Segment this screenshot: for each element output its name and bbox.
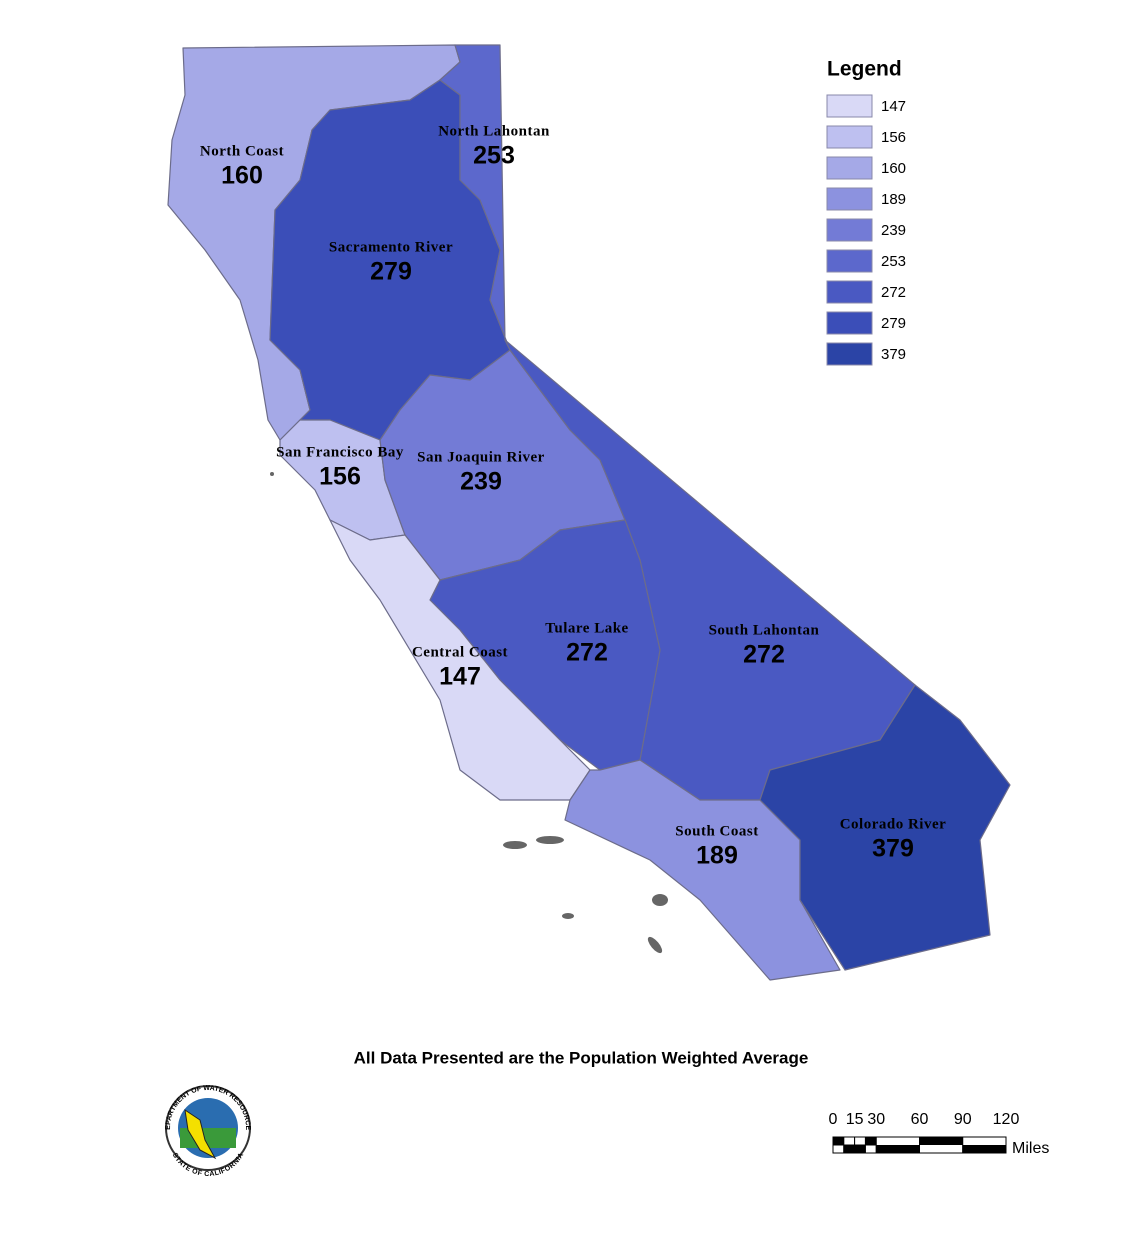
scale-segment: [876, 1145, 920, 1153]
scale-segment: [843, 1136, 856, 1146]
legend-label: 160: [881, 160, 906, 177]
legend-swatch: [826, 218, 873, 242]
region-name: San Francisco Bay: [276, 444, 404, 460]
region-value: 279: [370, 258, 412, 286]
scale-segment: [864, 1136, 877, 1146]
region: [759, 684, 1011, 971]
region-value: 253: [473, 142, 515, 170]
region-value: 160: [221, 162, 263, 190]
legend-label: 379: [881, 346, 906, 363]
legend-swatch: [826, 94, 873, 118]
legend-label: 147: [881, 98, 906, 115]
scale-tick-label: 30: [867, 1111, 885, 1128]
region-name: North Lahontan: [438, 123, 550, 139]
region-name: South Lahontan: [709, 622, 820, 638]
legend-swatch: [826, 342, 873, 366]
region-name: San Joaquin River: [417, 449, 545, 465]
region-value: 156: [319, 463, 361, 491]
legend-swatch: [826, 187, 873, 211]
scale-tick-label: 90: [954, 1111, 972, 1128]
region: [439, 44, 511, 351]
scale-segment: [854, 1136, 866, 1146]
legend-label: 253: [881, 253, 906, 270]
scale-segment: [843, 1144, 856, 1154]
region-value: 272: [566, 639, 608, 667]
region: [564, 759, 841, 981]
islands: [270, 472, 668, 954]
scale-tick-label: 0: [829, 1111, 838, 1128]
region-value: 189: [696, 842, 738, 870]
scale-segment: [832, 1136, 845, 1146]
legend-label: 189: [881, 191, 906, 208]
legend-swatch: [826, 311, 873, 335]
scale-segment: [864, 1144, 877, 1154]
region-name: North Coast: [200, 143, 284, 159]
legend-swatch: [826, 280, 873, 304]
region-value: 147: [439, 663, 481, 691]
region-name: Central Coast: [412, 644, 508, 660]
legend-label: 239: [881, 222, 906, 239]
region-name: Colorado River: [840, 816, 947, 832]
scale-tick-label: 60: [911, 1111, 929, 1128]
legend-label: 272: [881, 284, 906, 301]
scale-segment: [832, 1144, 845, 1154]
scale-segment: [962, 1145, 1006, 1153]
region-name: Sacramento River: [329, 239, 453, 255]
region-value: 239: [460, 468, 502, 496]
legend-swatch: [826, 156, 873, 180]
scale-tick-label: 120: [993, 1111, 1020, 1128]
legend-label: 279: [881, 315, 906, 332]
region-value: 379: [872, 835, 914, 863]
region: [329, 519, 591, 801]
legend-label: 156: [881, 129, 906, 146]
scale-segment: [919, 1137, 963, 1145]
legend-title: Legend: [827, 58, 902, 81]
scale-tick-label: 15: [846, 1111, 864, 1128]
region-name: Tulare Lake: [545, 620, 628, 636]
scale-segment: [854, 1144, 866, 1154]
region-value: 272: [743, 641, 785, 669]
legend-swatch: [826, 125, 873, 149]
scale-unit: Miles: [1012, 1140, 1049, 1157]
footnote: All Data Presented are the Population We…: [354, 1048, 809, 1067]
legend-swatch: [826, 249, 873, 273]
region-name: South Coast: [675, 823, 758, 839]
